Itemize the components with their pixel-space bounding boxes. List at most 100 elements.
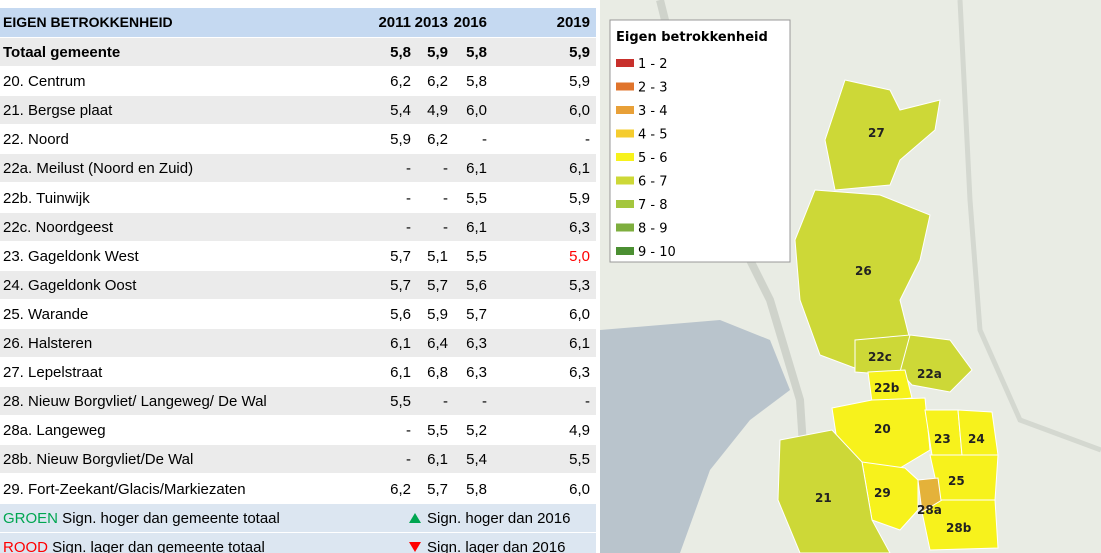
row-value: 6,3	[569, 218, 590, 236]
map-label: 22c	[868, 350, 892, 364]
row-value: -	[406, 160, 411, 178]
row-value: -	[406, 451, 411, 469]
header-year: 2019	[556, 14, 590, 31]
row-value: 5,8	[466, 73, 487, 91]
legend-keyword: GROEN	[3, 509, 59, 527]
map-label: 28a	[917, 503, 942, 517]
legend-swatch	[616, 129, 634, 138]
legend-line: GROEN Sign. hoger dan gemeente totaal	[3, 504, 280, 533]
row-value: 5,9	[390, 131, 411, 149]
map-label: 27	[868, 126, 885, 140]
legend-label: 6 - 7	[638, 175, 668, 190]
row-background	[0, 8, 596, 37]
row-value: -	[443, 189, 448, 207]
legend-note-text: Sign. lager dan 2016	[427, 538, 566, 553]
header-title: EIGEN BETROKKENHEID	[3, 14, 173, 30]
row-value: 6,2	[390, 480, 411, 498]
legend-box	[609, 19, 791, 263]
water	[600, 320, 790, 553]
row-value: 6,2	[427, 131, 448, 149]
legend-title: Eigen betrokkenheid	[616, 30, 768, 45]
row-value: 5,4	[466, 451, 487, 469]
row-value: -	[482, 393, 487, 411]
legend-swatch	[616, 176, 634, 185]
row-value: 5,6	[390, 305, 411, 323]
legend-swatch	[616, 247, 634, 255]
row-value: 6,8	[427, 364, 448, 382]
map-label: 22b	[874, 381, 900, 395]
map-label: 22a	[917, 367, 942, 381]
row-value: 6,0	[466, 102, 487, 120]
row-value: 5,9	[427, 305, 448, 323]
row-value: 6,3	[569, 364, 590, 382]
legend-note-text: Sign. hoger dan 2016	[427, 509, 571, 527]
row-value: 5,4	[390, 102, 411, 120]
legend-keyword: ROOD	[3, 538, 48, 553]
row-label: 22c. Noordgeest	[3, 218, 114, 236]
region-27	[824, 79, 941, 191]
table: EIGEN BETROKKENHEID 2011 2013 2016 2019 Totaa…	[0, 8, 596, 553]
row-value: -	[482, 131, 487, 149]
region-28b	[921, 499, 999, 551]
map-label: 21	[815, 491, 832, 505]
row-value: 5,7	[427, 276, 448, 294]
row-background	[0, 38, 596, 66]
row-value: 5,6	[466, 276, 487, 294]
row-value: 6,2	[390, 73, 411, 91]
row-value: 5,0	[569, 247, 590, 265]
legend-swatch	[616, 82, 634, 91]
row-value: 6,0	[569, 102, 590, 120]
row-background	[0, 358, 596, 387]
row-value: 5,8	[466, 480, 487, 498]
row-value: 5,5	[466, 247, 487, 265]
map-label: 28b	[946, 521, 972, 535]
legend-swatch	[616, 59, 634, 67]
row-value: 5,5	[427, 422, 448, 440]
row-value: 6,4	[427, 335, 448, 352]
row-label: 22a. Meilust (Noord en Zuid)	[3, 160, 194, 178]
row-background	[0, 270, 596, 299]
row-background	[0, 329, 596, 357]
row-label: 24. Gageldonk Oost	[3, 276, 137, 294]
map-label: 20	[874, 422, 891, 436]
map-label: 29	[874, 486, 891, 500]
row-background	[0, 503, 596, 532]
row-value: 5,9	[569, 73, 590, 91]
triangle	[409, 513, 421, 524]
row-label: 25. Warande	[3, 305, 89, 323]
row-background	[0, 532, 596, 553]
row-background	[0, 96, 596, 125]
map-label: 23	[934, 432, 951, 446]
legend-text: Sign. lager dan gemeente totaal	[48, 538, 265, 553]
row-label: 28a. Langeweg	[3, 422, 106, 440]
row-background	[0, 67, 596, 96]
row-background	[0, 125, 596, 154]
row-background	[0, 154, 596, 183]
row-value: -	[443, 160, 448, 178]
legend-swatch	[616, 223, 634, 232]
row-value: -	[585, 131, 590, 149]
row-value: 6,1	[390, 335, 411, 352]
legend-label: 3 - 4	[638, 104, 668, 119]
row-value: 6,1	[569, 160, 590, 178]
row-value: 5,7	[390, 247, 411, 265]
legend-line: ROOD Sign. lager dan gemeente totaal	[3, 533, 265, 553]
legend-label: 7 - 8	[638, 198, 668, 213]
row-value: -	[406, 422, 411, 440]
row-label: 21. Bergse plaat	[3, 102, 113, 120]
map-legend: Eigen betrokkenheid 1 - 2 2 - 3 3 - 4 4 - 5…	[609, 19, 791, 263]
legend-symbol	[409, 542, 421, 553]
map-label: 26	[855, 264, 872, 278]
row-background	[0, 474, 596, 503]
row-value: 6,1	[390, 364, 411, 382]
row-value: 5,3	[569, 276, 590, 294]
row-value: 6,3	[466, 364, 487, 382]
row-label: 28. Nieuw Borgvliet/ Langeweg/ De Wal	[3, 393, 267, 411]
row-value: 4,9	[427, 102, 448, 120]
row-value: 5,5	[569, 451, 590, 469]
legend-label: 8 - 9	[638, 222, 668, 237]
legend-note: Sign. lager dan 2016	[408, 533, 565, 553]
legend-swatch	[616, 200, 634, 208]
row-value: -	[443, 393, 448, 411]
row-value: 6,2	[427, 73, 448, 91]
